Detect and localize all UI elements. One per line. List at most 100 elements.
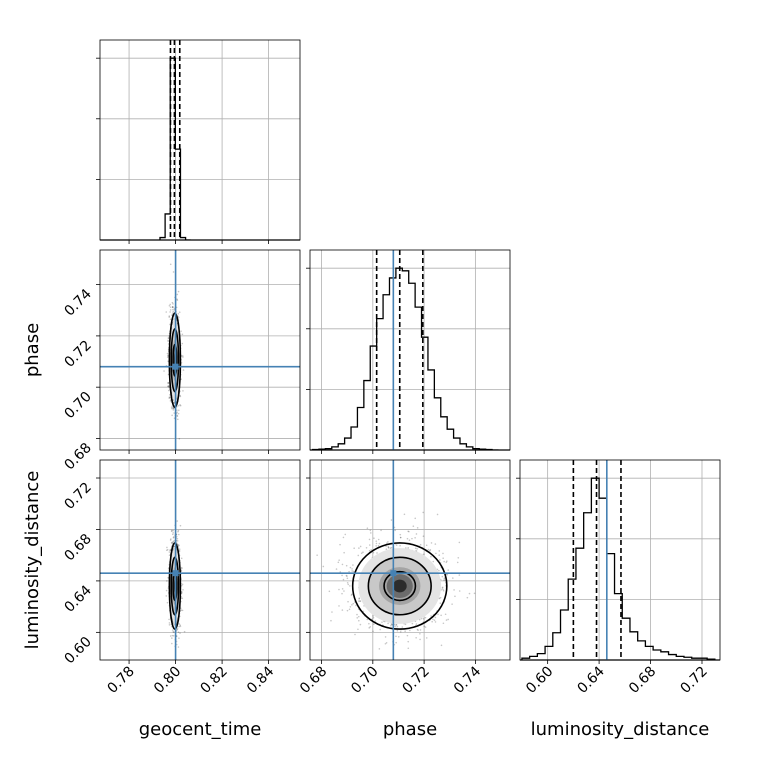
sample-point (337, 561, 340, 564)
y-tick-label-phase: 0.74 (61, 286, 94, 319)
sample-point (167, 337, 170, 339)
sample-point (179, 395, 182, 398)
x-axis-label-luminosity_distance: luminosity_distance (531, 719, 710, 740)
sample-point (178, 437, 181, 440)
sample-point (179, 404, 182, 407)
y-tick-label-phase: 0.72 (61, 337, 94, 370)
sample-point (351, 568, 353, 570)
sample-point (345, 564, 348, 567)
sample-point (171, 541, 174, 544)
sample-point (442, 622, 445, 625)
sample-point (440, 614, 442, 617)
sample-point (378, 648, 381, 650)
sample-point (173, 545, 175, 548)
sample-point (347, 583, 350, 586)
sample-point (387, 546, 390, 549)
sample-point (432, 618, 434, 621)
sample-point (379, 628, 381, 631)
sample-point (362, 551, 364, 553)
sample-point (357, 554, 360, 557)
sample-point (377, 544, 380, 547)
sample-point (387, 546, 390, 549)
sample-point (163, 370, 165, 372)
sample-point (167, 381, 169, 384)
sample-point (404, 630, 406, 633)
sample-point (179, 624, 181, 626)
sample-point (178, 544, 180, 547)
sample-point (178, 409, 180, 412)
sample-point (172, 536, 175, 538)
sample-point (177, 631, 180, 634)
sample-point (411, 537, 413, 540)
sample-point (419, 638, 421, 641)
x-tick-label-luminosity_distance: 0.68 (626, 664, 659, 697)
sample-point (458, 541, 461, 544)
contour-1sigma (383, 570, 417, 602)
sample-point (412, 525, 415, 528)
sample-point (439, 596, 442, 599)
sample-point (322, 565, 325, 568)
sample-point (438, 550, 441, 552)
histogram-luminosity_distance (521, 477, 716, 660)
sample-point (168, 397, 171, 399)
sample-point (358, 597, 361, 599)
sample-point (167, 389, 170, 392)
sample-point (177, 316, 180, 319)
sample-point (170, 541, 173, 544)
sample-point (172, 409, 175, 411)
sample-point (172, 529, 174, 532)
sample-point (179, 394, 181, 397)
sample-point (387, 622, 389, 625)
sample-point (396, 625, 399, 628)
sample-point (181, 333, 184, 336)
sample-point (441, 587, 444, 589)
sample-point (394, 529, 396, 532)
sample-point (381, 621, 383, 623)
sample-point (171, 405, 173, 408)
panel-frame (99, 249, 301, 451)
sample-point (403, 513, 406, 516)
sample-point (438, 554, 441, 556)
y-tick-label-luminosity_distance: 0.60 (61, 634, 94, 667)
sample-point (358, 619, 360, 622)
sample-point (351, 593, 353, 596)
sample-point (168, 315, 171, 317)
sample-point (343, 551, 345, 554)
sample-point (356, 613, 358, 616)
sample-point (425, 544, 428, 547)
sample-point (359, 623, 362, 626)
sample-point (172, 630, 174, 633)
sample-point (416, 548, 418, 550)
sample-point (166, 580, 168, 582)
sample-point (436, 513, 439, 516)
sample-point (173, 402, 175, 405)
sample-point (171, 637, 173, 639)
sample-point (181, 592, 183, 594)
sample-point (168, 624, 171, 626)
sample-point (429, 549, 431, 552)
x-tick-label-phase: 0.68 (297, 664, 330, 697)
sample-point (446, 560, 448, 562)
sample-point (176, 628, 178, 631)
sample-point (349, 566, 352, 569)
sample-point (371, 618, 373, 620)
sample-point (404, 623, 407, 626)
sample-point (430, 615, 432, 617)
panel-frame (99, 459, 301, 661)
sample-point (176, 299, 179, 301)
sample-point (168, 554, 171, 557)
sample-point (170, 529, 173, 532)
sample-point (359, 600, 361, 602)
y-tick-label-phase: 0.70 (61, 389, 94, 422)
sample-point (167, 576, 169, 579)
sample-point (171, 314, 173, 316)
sample-point (177, 412, 180, 415)
sample-point (377, 538, 380, 541)
sample-point (408, 530, 410, 533)
sample-point (177, 418, 179, 421)
sample-point (433, 619, 436, 621)
sample-point (338, 605, 340, 607)
sample-point (384, 636, 387, 638)
sample-point (168, 304, 171, 307)
sample-point (359, 600, 362, 602)
